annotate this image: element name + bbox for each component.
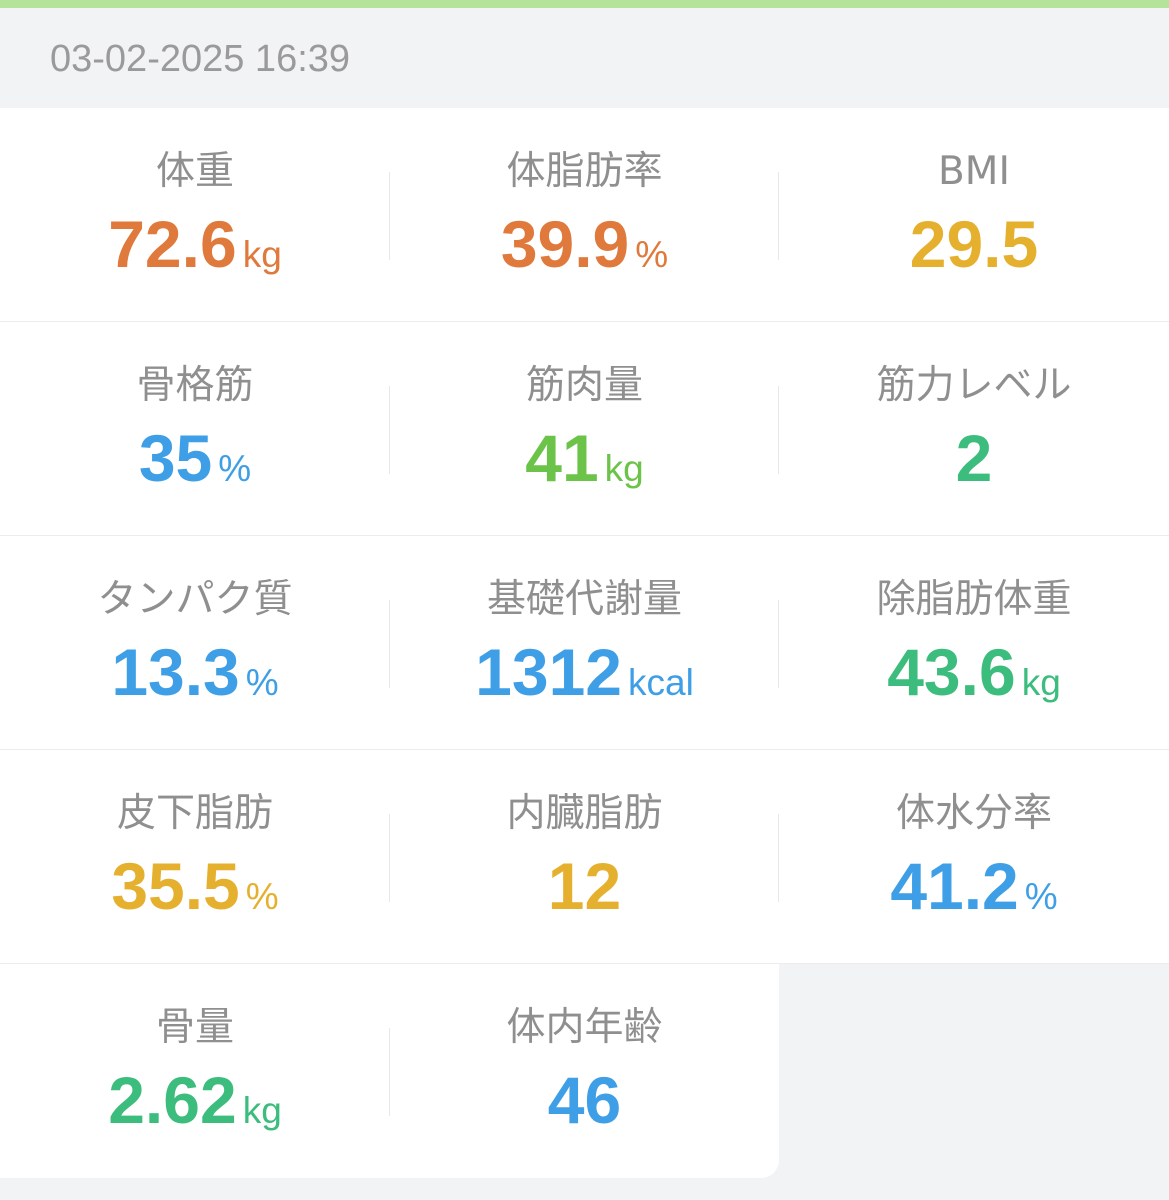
metric-visceral-fat[interactable]: 内臓脂肪 12 [390, 750, 779, 964]
metric-value: 1312 [475, 635, 622, 709]
metric-label: 筋力レベル [876, 363, 1072, 408]
metric-value: 46 [547, 1063, 622, 1137]
metric-value: 41.2 [890, 849, 1019, 923]
metric-value: 13.3 [111, 635, 240, 709]
metric-value: 35 [138, 421, 213, 495]
metric-protein[interactable]: タンパク質 13.3% [0, 536, 390, 750]
metric-weight[interactable]: 体重 72.6 kg [0, 108, 390, 322]
metric-label: 体脂肪率 [506, 149, 663, 194]
metric-label: 基礎代謝量 [486, 577, 682, 622]
metric-value: 39.9 [500, 207, 630, 281]
metric-body-water[interactable]: 体水分率 41.2% [779, 750, 1169, 964]
metric-unit: % [245, 662, 279, 703]
metric-label: 内臓脂肪 [506, 791, 663, 836]
metric-unit: % [245, 876, 279, 917]
metric-label: 皮下脂肪 [116, 791, 273, 836]
metric-subcutaneous-fat[interactable]: 皮下脂肪 35.5% [0, 750, 390, 964]
metrics-grid-last-row: 骨量 2.62 kg 体内年齢 46 [0, 964, 1169, 1178]
metric-label: 骨格筋 [136, 363, 254, 408]
metric-unit: kg [1021, 662, 1061, 703]
metric-unit: kg [242, 234, 282, 275]
metric-label: 筋肉量 [525, 363, 643, 408]
top-accent-bar [0, 0, 1169, 8]
metric-label: 体重 [155, 149, 234, 194]
measurement-timestamp: 03-02-2025 16:39 [50, 38, 351, 80]
metric-label: 除脂肪体重 [876, 577, 1072, 622]
metric-unit: % [635, 234, 669, 275]
metric-muscle-mass[interactable]: 筋肉量 41 kg [390, 322, 779, 536]
metric-label: 体内年齢 [506, 1005, 663, 1050]
metric-value: 72.6 [108, 207, 237, 281]
metric-value: 12 [547, 849, 622, 923]
metric-unit: kcal [628, 662, 694, 703]
metric-unit: kg [242, 1090, 282, 1131]
metric-body-fat[interactable]: 体脂肪率 39.9% [390, 108, 779, 322]
metric-label: BMI [938, 149, 1010, 194]
metric-unit: % [218, 448, 252, 489]
metric-label: 骨量 [155, 1005, 234, 1050]
metric-label: 体水分率 [895, 791, 1052, 836]
metric-value: 35.5 [111, 849, 240, 923]
metric-value: 29.5 [909, 207, 1039, 281]
metric-unit: kg [604, 448, 644, 489]
metric-value: 2.62 [108, 1063, 237, 1137]
metric-bmi[interactable]: BMI 29.5 [779, 108, 1169, 322]
metrics-grid: 体重 72.6 kg 体脂肪率 39.9% BMI 29.5 骨格筋 35% 筋肉… [0, 108, 1169, 964]
metric-metabolic-age[interactable]: 体内年齢 46 [390, 964, 779, 1178]
metric-bmr[interactable]: 基礎代謝量 1312 kcal [390, 536, 779, 750]
metric-skeletal-muscle[interactable]: 骨格筋 35% [0, 322, 390, 536]
metric-value: 41 [525, 421, 599, 495]
metric-value: 2 [955, 421, 993, 495]
metric-unit: % [1024, 876, 1058, 917]
metric-strength-level[interactable]: 筋力レベル 2 [779, 322, 1169, 536]
metric-bone-mass[interactable]: 骨量 2.62 kg [0, 964, 390, 1178]
metric-lean-mass[interactable]: 除脂肪体重 43.6 kg [779, 536, 1169, 750]
metric-value: 43.6 [887, 635, 1016, 709]
metric-label: タンパク質 [97, 577, 293, 622]
